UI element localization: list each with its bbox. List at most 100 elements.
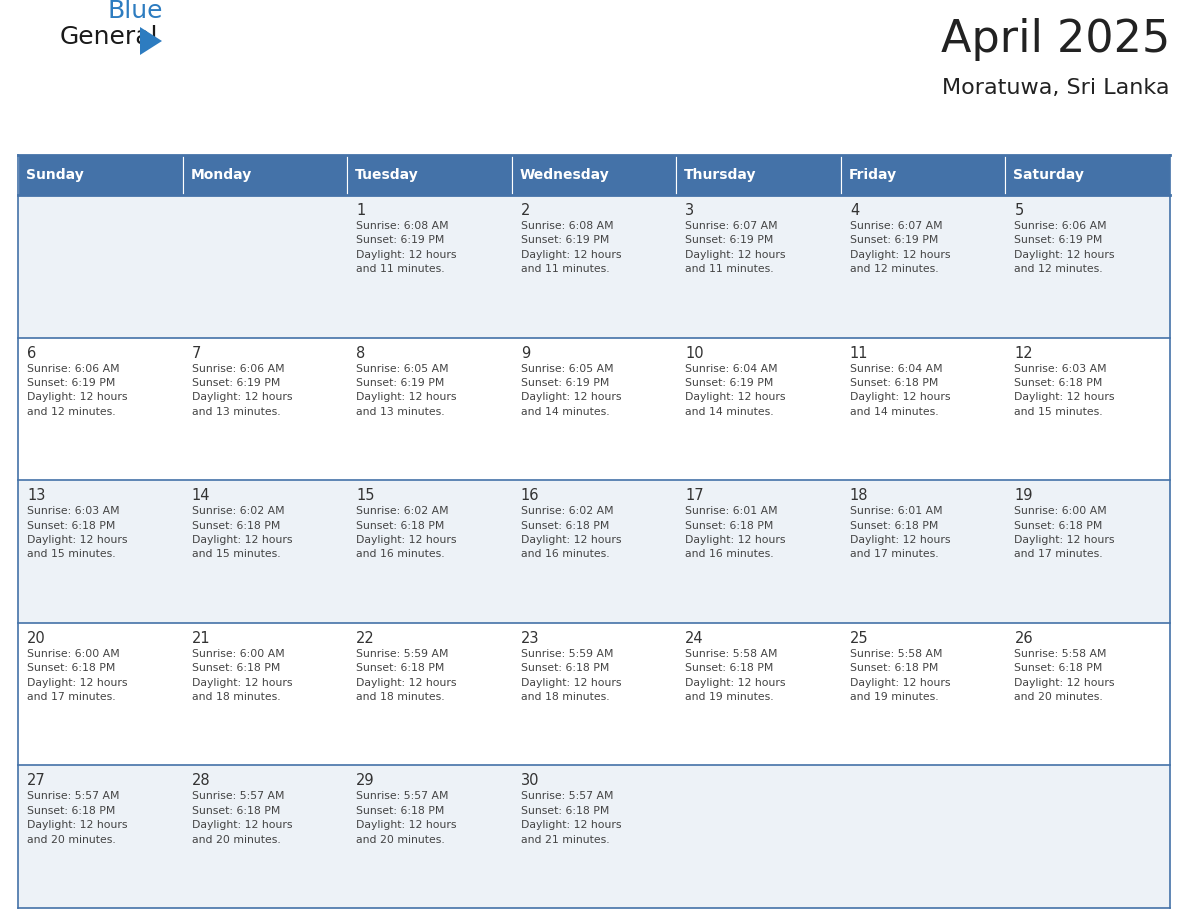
- Text: Sunrise: 6:06 AM
Sunset: 6:19 PM
Daylight: 12 hours
and 12 minutes.: Sunrise: 6:06 AM Sunset: 6:19 PM Dayligh…: [27, 364, 127, 417]
- Text: Sunrise: 6:03 AM
Sunset: 6:18 PM
Daylight: 12 hours
and 15 minutes.: Sunrise: 6:03 AM Sunset: 6:18 PM Dayligh…: [1015, 364, 1114, 417]
- FancyBboxPatch shape: [183, 766, 347, 908]
- FancyBboxPatch shape: [512, 155, 676, 195]
- FancyBboxPatch shape: [18, 155, 183, 195]
- FancyBboxPatch shape: [18, 480, 183, 622]
- Text: 17: 17: [685, 488, 704, 503]
- FancyBboxPatch shape: [347, 766, 512, 908]
- Text: Sunrise: 5:57 AM
Sunset: 6:18 PM
Daylight: 12 hours
and 20 minutes.: Sunrise: 5:57 AM Sunset: 6:18 PM Dayligh…: [191, 791, 292, 845]
- Text: 24: 24: [685, 631, 704, 645]
- FancyBboxPatch shape: [841, 338, 1005, 480]
- Text: 1: 1: [356, 203, 366, 218]
- Text: 10: 10: [685, 345, 704, 361]
- Text: 5: 5: [1015, 203, 1024, 218]
- FancyBboxPatch shape: [676, 195, 841, 338]
- Text: 7: 7: [191, 345, 201, 361]
- Text: 25: 25: [849, 631, 868, 645]
- FancyBboxPatch shape: [512, 338, 676, 480]
- Text: Monday: Monday: [190, 168, 252, 182]
- FancyBboxPatch shape: [676, 766, 841, 908]
- Text: 9: 9: [520, 345, 530, 361]
- FancyBboxPatch shape: [18, 766, 183, 908]
- Text: Sunrise: 6:05 AM
Sunset: 6:19 PM
Daylight: 12 hours
and 14 minutes.: Sunrise: 6:05 AM Sunset: 6:19 PM Dayligh…: [520, 364, 621, 417]
- Text: Sunrise: 6:06 AM
Sunset: 6:19 PM
Daylight: 12 hours
and 13 minutes.: Sunrise: 6:06 AM Sunset: 6:19 PM Dayligh…: [191, 364, 292, 417]
- Text: 28: 28: [191, 773, 210, 789]
- FancyBboxPatch shape: [841, 766, 1005, 908]
- FancyBboxPatch shape: [1005, 766, 1170, 908]
- Text: Sunrise: 5:58 AM
Sunset: 6:18 PM
Daylight: 12 hours
and 19 minutes.: Sunrise: 5:58 AM Sunset: 6:18 PM Dayligh…: [685, 649, 785, 702]
- Text: Sunrise: 6:03 AM
Sunset: 6:18 PM
Daylight: 12 hours
and 15 minutes.: Sunrise: 6:03 AM Sunset: 6:18 PM Dayligh…: [27, 506, 127, 559]
- Polygon shape: [140, 27, 162, 55]
- Text: 26: 26: [1015, 631, 1034, 645]
- Text: 27: 27: [27, 773, 46, 789]
- Text: 22: 22: [356, 631, 375, 645]
- FancyBboxPatch shape: [183, 480, 347, 622]
- Text: Sunrise: 5:57 AM
Sunset: 6:18 PM
Daylight: 12 hours
and 20 minutes.: Sunrise: 5:57 AM Sunset: 6:18 PM Dayligh…: [27, 791, 127, 845]
- Text: Sunrise: 6:07 AM
Sunset: 6:19 PM
Daylight: 12 hours
and 12 minutes.: Sunrise: 6:07 AM Sunset: 6:19 PM Dayligh…: [849, 221, 950, 274]
- Text: General: General: [61, 25, 158, 49]
- Text: Sunrise: 5:57 AM
Sunset: 6:18 PM
Daylight: 12 hours
and 20 minutes.: Sunrise: 5:57 AM Sunset: 6:18 PM Dayligh…: [356, 791, 456, 845]
- Text: Sunrise: 6:08 AM
Sunset: 6:19 PM
Daylight: 12 hours
and 11 minutes.: Sunrise: 6:08 AM Sunset: 6:19 PM Dayligh…: [356, 221, 456, 274]
- Text: Sunrise: 6:02 AM
Sunset: 6:18 PM
Daylight: 12 hours
and 15 minutes.: Sunrise: 6:02 AM Sunset: 6:18 PM Dayligh…: [191, 506, 292, 559]
- Text: 19: 19: [1015, 488, 1032, 503]
- Text: Sunrise: 6:00 AM
Sunset: 6:18 PM
Daylight: 12 hours
and 17 minutes.: Sunrise: 6:00 AM Sunset: 6:18 PM Dayligh…: [27, 649, 127, 702]
- FancyBboxPatch shape: [347, 155, 512, 195]
- Text: Moratuwa, Sri Lanka: Moratuwa, Sri Lanka: [942, 78, 1170, 98]
- FancyBboxPatch shape: [1005, 480, 1170, 622]
- Text: Tuesday: Tuesday: [355, 168, 419, 182]
- FancyBboxPatch shape: [1005, 622, 1170, 766]
- FancyBboxPatch shape: [347, 622, 512, 766]
- Text: Sunrise: 6:02 AM
Sunset: 6:18 PM
Daylight: 12 hours
and 16 minutes.: Sunrise: 6:02 AM Sunset: 6:18 PM Dayligh…: [356, 506, 456, 559]
- FancyBboxPatch shape: [676, 155, 841, 195]
- Text: 20: 20: [27, 631, 46, 645]
- Text: 3: 3: [685, 203, 695, 218]
- Text: 12: 12: [1015, 345, 1034, 361]
- Text: 21: 21: [191, 631, 210, 645]
- FancyBboxPatch shape: [183, 622, 347, 766]
- FancyBboxPatch shape: [1005, 338, 1170, 480]
- Text: Sunrise: 5:59 AM
Sunset: 6:18 PM
Daylight: 12 hours
and 18 minutes.: Sunrise: 5:59 AM Sunset: 6:18 PM Dayligh…: [520, 649, 621, 702]
- Text: Sunday: Sunday: [26, 168, 83, 182]
- Text: 14: 14: [191, 488, 210, 503]
- Text: Sunrise: 6:02 AM
Sunset: 6:18 PM
Daylight: 12 hours
and 16 minutes.: Sunrise: 6:02 AM Sunset: 6:18 PM Dayligh…: [520, 506, 621, 559]
- Text: 2: 2: [520, 203, 530, 218]
- FancyBboxPatch shape: [1005, 155, 1170, 195]
- Text: 23: 23: [520, 631, 539, 645]
- FancyBboxPatch shape: [183, 195, 347, 338]
- Text: Sunrise: 6:01 AM
Sunset: 6:18 PM
Daylight: 12 hours
and 16 minutes.: Sunrise: 6:01 AM Sunset: 6:18 PM Dayligh…: [685, 506, 785, 559]
- FancyBboxPatch shape: [347, 338, 512, 480]
- Text: 29: 29: [356, 773, 374, 789]
- Text: Sunrise: 5:57 AM
Sunset: 6:18 PM
Daylight: 12 hours
and 21 minutes.: Sunrise: 5:57 AM Sunset: 6:18 PM Dayligh…: [520, 791, 621, 845]
- Text: 11: 11: [849, 345, 868, 361]
- Text: Sunrise: 6:04 AM
Sunset: 6:18 PM
Daylight: 12 hours
and 14 minutes.: Sunrise: 6:04 AM Sunset: 6:18 PM Dayligh…: [849, 364, 950, 417]
- FancyBboxPatch shape: [18, 338, 183, 480]
- Text: 8: 8: [356, 345, 366, 361]
- FancyBboxPatch shape: [841, 155, 1005, 195]
- FancyBboxPatch shape: [512, 480, 676, 622]
- Text: Sunrise: 6:00 AM
Sunset: 6:18 PM
Daylight: 12 hours
and 18 minutes.: Sunrise: 6:00 AM Sunset: 6:18 PM Dayligh…: [191, 649, 292, 702]
- Text: Sunrise: 6:00 AM
Sunset: 6:18 PM
Daylight: 12 hours
and 17 minutes.: Sunrise: 6:00 AM Sunset: 6:18 PM Dayligh…: [1015, 506, 1114, 559]
- FancyBboxPatch shape: [347, 480, 512, 622]
- Text: Thursday: Thursday: [684, 168, 757, 182]
- Text: 18: 18: [849, 488, 868, 503]
- Text: Sunrise: 6:05 AM
Sunset: 6:19 PM
Daylight: 12 hours
and 13 minutes.: Sunrise: 6:05 AM Sunset: 6:19 PM Dayligh…: [356, 364, 456, 417]
- Text: Sunrise: 5:59 AM
Sunset: 6:18 PM
Daylight: 12 hours
and 18 minutes.: Sunrise: 5:59 AM Sunset: 6:18 PM Dayligh…: [356, 649, 456, 702]
- Text: Wednesday: Wednesday: [519, 168, 609, 182]
- Text: Sunrise: 6:01 AM
Sunset: 6:18 PM
Daylight: 12 hours
and 17 minutes.: Sunrise: 6:01 AM Sunset: 6:18 PM Dayligh…: [849, 506, 950, 559]
- Text: 30: 30: [520, 773, 539, 789]
- Text: 15: 15: [356, 488, 374, 503]
- Text: Friday: Friday: [849, 168, 897, 182]
- FancyBboxPatch shape: [676, 338, 841, 480]
- Text: Sunrise: 6:06 AM
Sunset: 6:19 PM
Daylight: 12 hours
and 12 minutes.: Sunrise: 6:06 AM Sunset: 6:19 PM Dayligh…: [1015, 221, 1114, 274]
- FancyBboxPatch shape: [183, 338, 347, 480]
- Text: April 2025: April 2025: [941, 18, 1170, 61]
- Text: Sunrise: 5:58 AM
Sunset: 6:18 PM
Daylight: 12 hours
and 19 minutes.: Sunrise: 5:58 AM Sunset: 6:18 PM Dayligh…: [849, 649, 950, 702]
- FancyBboxPatch shape: [512, 766, 676, 908]
- FancyBboxPatch shape: [18, 195, 183, 338]
- FancyBboxPatch shape: [1005, 195, 1170, 338]
- FancyBboxPatch shape: [841, 195, 1005, 338]
- FancyBboxPatch shape: [676, 480, 841, 622]
- Text: Saturday: Saturday: [1013, 168, 1085, 182]
- FancyBboxPatch shape: [347, 195, 512, 338]
- FancyBboxPatch shape: [512, 195, 676, 338]
- Text: 16: 16: [520, 488, 539, 503]
